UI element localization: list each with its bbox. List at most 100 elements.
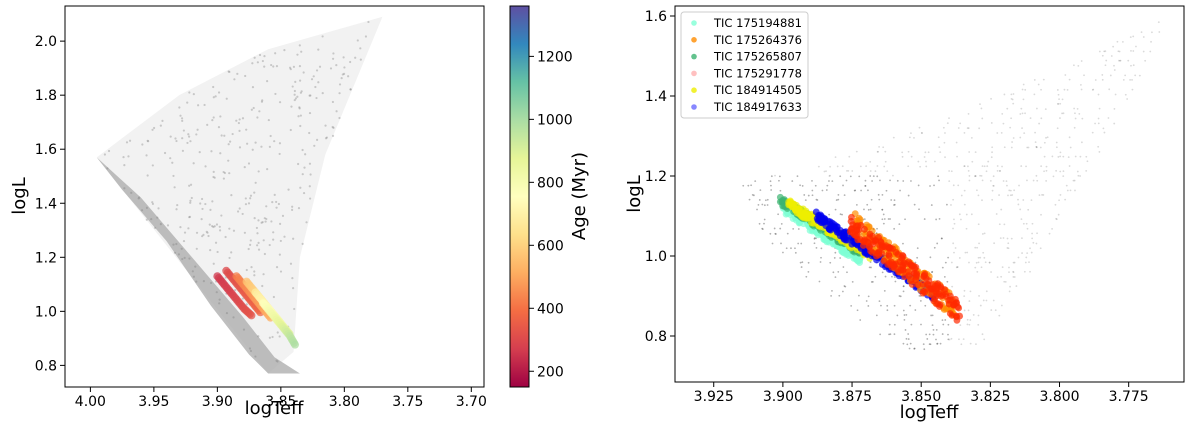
right-cloud-point <box>864 185 867 187</box>
left-y-ticks: 0.8 1.0 1.2 1.4 1.6 1.8 2.0 <box>35 34 65 374</box>
right-cloud-point <box>856 309 859 312</box>
right-y-tick-label: 1.2 <box>645 169 667 185</box>
right-cloud-point <box>938 146 941 149</box>
star-point <box>894 250 902 258</box>
left-cloud-point <box>182 129 185 132</box>
left-cloud-point <box>349 60 352 64</box>
legend-label: TIC 175264376 <box>713 33 802 47</box>
right-cloud-point <box>1048 232 1051 235</box>
left-cloud-point <box>272 65 275 68</box>
right-cloud-point <box>1012 270 1014 273</box>
star-point <box>947 296 954 304</box>
right-cloud-point <box>1026 252 1029 255</box>
right-cloud-point <box>967 165 969 168</box>
left-cloud-point <box>146 174 149 177</box>
right-cloud-point <box>1157 21 1160 24</box>
left-y-tick-label: 1.2 <box>35 250 57 266</box>
right-cloud-point <box>975 261 978 264</box>
right-cloud-point <box>896 179 899 182</box>
left-cloud-point <box>263 252 266 256</box>
left-cloud-point <box>256 116 259 119</box>
left-cloud-point <box>342 56 345 59</box>
star-point <box>848 213 855 221</box>
left-cloud-point <box>317 48 320 51</box>
right-cloud-point <box>950 337 953 340</box>
right-cloud-point <box>807 261 810 264</box>
left-cloud-point <box>141 143 144 146</box>
right-cloud-point <box>976 271 979 273</box>
right-cloud-point <box>920 132 923 134</box>
right-cloud-point <box>909 304 912 307</box>
right-cloud-point <box>1073 107 1076 110</box>
right-cloud-point <box>956 266 959 269</box>
right-cloud-point <box>1116 40 1119 43</box>
right-cloud-point <box>967 309 970 312</box>
right-cloud-point <box>905 337 908 340</box>
star-point <box>887 258 895 266</box>
right-cloud-point <box>958 257 961 259</box>
right-cloud-point <box>992 299 995 302</box>
right-cloud-point <box>881 208 884 211</box>
right-x-ticks: 3.925 3.900 3.875 3.850 3.825 3.800 3.775 <box>694 382 1149 405</box>
right-cloud-point <box>935 338 937 341</box>
left-cloud-point <box>222 177 225 180</box>
left-cloud-point <box>299 114 302 117</box>
left-cloud-point <box>269 134 272 138</box>
right-cloud-point <box>839 213 842 216</box>
right-cloud-point <box>1019 113 1022 115</box>
right-cloud-point <box>1085 155 1088 158</box>
right-cloud-point <box>1062 112 1065 115</box>
right-cloud-point <box>867 305 870 307</box>
left-cloud-point <box>244 197 247 200</box>
left-cloud-point <box>258 110 261 113</box>
right-cloud-point <box>757 203 760 206</box>
right-cloud-point <box>839 257 842 259</box>
right-cloud-point <box>1062 155 1065 158</box>
left-cloud-point <box>291 85 294 88</box>
right-cloud-point <box>1040 117 1043 120</box>
left-cloud-point <box>145 154 148 157</box>
right-cloud-point <box>1126 98 1129 100</box>
left-cloud-point <box>349 88 352 91</box>
right-cloud-point <box>1010 97 1013 100</box>
left-cloud-point <box>253 191 256 194</box>
left-cloud-point <box>304 153 307 156</box>
right-cloud-point <box>890 199 893 201</box>
left-cloud-point <box>364 35 368 38</box>
right-cloud-point <box>878 145 881 148</box>
right-cloud-point <box>902 342 905 345</box>
right-cloud-point <box>1066 88 1069 91</box>
left-cloud-point <box>277 202 280 206</box>
left-cloud-point <box>292 65 296 68</box>
left-cloud-point <box>335 64 338 67</box>
right-cloud-point <box>1008 290 1011 293</box>
right-cloud-point <box>816 199 819 201</box>
right-cloud-point <box>932 333 935 336</box>
left-cloud-point <box>188 216 191 219</box>
right-cloud-point <box>995 213 998 215</box>
right-cloud-point <box>1020 165 1023 167</box>
left-cloud-point <box>200 197 204 201</box>
star-point <box>827 224 835 232</box>
right-cloud-point <box>963 295 966 298</box>
left-cloud-point <box>297 115 300 118</box>
left-cloud-point <box>192 162 195 165</box>
right-cloud-point <box>927 151 930 154</box>
right-cloud-point <box>1031 232 1033 235</box>
right-cloud-point <box>791 180 794 182</box>
right-cloud-point <box>1012 271 1015 274</box>
star-point <box>885 244 893 252</box>
right-cloud-point <box>1062 175 1065 178</box>
right-cloud-point <box>754 180 757 182</box>
right-cloud-point <box>866 203 869 206</box>
star-point <box>897 266 905 274</box>
left-cloud-point <box>138 196 141 199</box>
right-cloud-point <box>1033 93 1036 96</box>
right-cloud-point <box>938 179 940 182</box>
left-cloud-point <box>236 210 240 213</box>
right-cloud-point <box>797 228 800 230</box>
star-point <box>817 214 825 221</box>
right-cloud-point <box>756 208 758 211</box>
right-cloud-point <box>775 233 777 235</box>
right-x-axis-title: logTeff <box>900 402 959 423</box>
